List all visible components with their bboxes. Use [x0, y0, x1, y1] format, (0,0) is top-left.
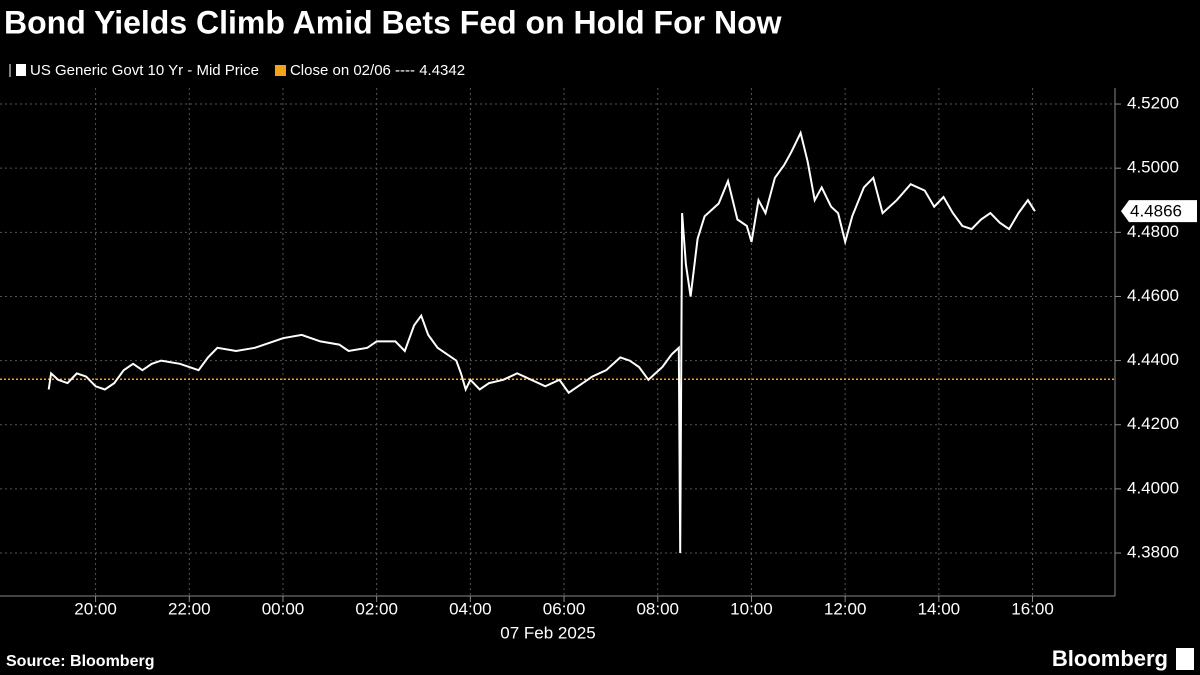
x-tick-label: 14:00	[918, 599, 961, 618]
y-tick-label: 4.4000	[1127, 478, 1179, 497]
x-tick-label: 20:00	[74, 599, 117, 618]
x-tick-label: 06:00	[543, 599, 586, 618]
x-tick-label: 04:00	[449, 599, 492, 618]
x-tick-label: 22:00	[168, 599, 211, 618]
y-tick-label: 4.5000	[1127, 158, 1179, 177]
x-tick-label: 00:00	[262, 599, 305, 618]
last-value-tag	[1121, 200, 1197, 223]
x-tick-label: 16:00	[1011, 599, 1054, 618]
y-tick-label: 4.3800	[1127, 543, 1179, 562]
chart-title: Bond Yields Climb Amid Bets Fed on Hold …	[4, 4, 782, 40]
x-tick-label: 10:00	[730, 599, 773, 618]
last-value-label: 4.4866	[1130, 202, 1182, 221]
legend-label: Close on 02/06 ---- 4.4342	[290, 62, 465, 79]
y-tick-label: 4.5200	[1127, 94, 1179, 113]
source: Source: Bloomberg	[6, 653, 154, 670]
brand-icon	[1176, 648, 1194, 670]
x-tick-label: 12:00	[824, 599, 867, 618]
series-line	[47, 129, 1036, 554]
y-tick-label: 4.4800	[1127, 222, 1179, 241]
legend-swatch	[16, 64, 26, 76]
legend-label: US Generic Govt 10 Yr - Mid Price	[30, 62, 259, 79]
x-axis-label: 07 Feb 2025	[500, 623, 595, 642]
legend-swatch	[274, 65, 286, 76]
y-tick-label: 4.4200	[1127, 414, 1179, 433]
x-tick-label: 02:00	[355, 599, 398, 618]
brand: Bloomberg	[1052, 646, 1168, 671]
y-tick-label: 4.4400	[1127, 350, 1179, 369]
y-tick-label: 4.4600	[1127, 286, 1179, 305]
x-tick-label: 08:00	[636, 599, 679, 618]
